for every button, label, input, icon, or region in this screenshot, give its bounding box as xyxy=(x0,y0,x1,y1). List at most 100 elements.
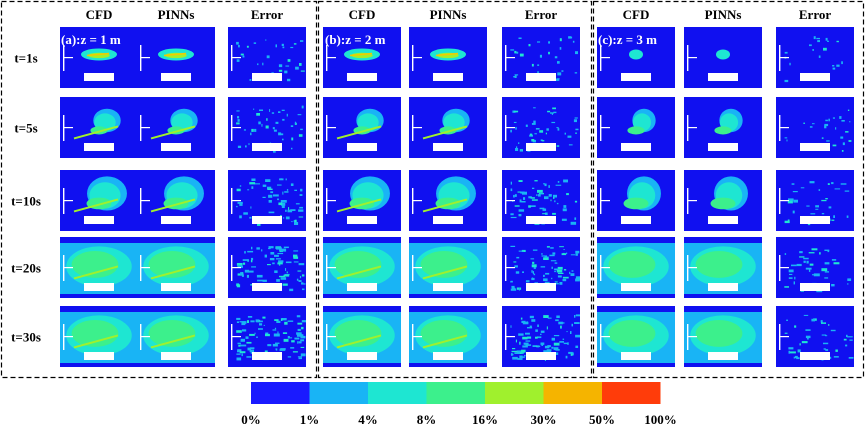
error-speck xyxy=(788,277,793,279)
error-speck xyxy=(296,334,302,337)
error-speck xyxy=(237,265,243,268)
error-speck xyxy=(249,333,255,336)
error-speck xyxy=(552,212,556,215)
error-speck xyxy=(512,110,516,113)
error-speck xyxy=(847,283,849,285)
plume-mid xyxy=(629,49,643,60)
error-speck xyxy=(529,134,533,137)
error-speck xyxy=(259,109,263,111)
error-speck xyxy=(551,121,556,124)
error-speck xyxy=(293,256,299,259)
column-header-error: Error xyxy=(251,7,283,22)
error-speck xyxy=(262,316,266,319)
plume-core xyxy=(148,251,196,278)
error-speck xyxy=(247,316,253,318)
jet-line xyxy=(86,52,110,57)
panel-label-a: (a):z = 1 m xyxy=(61,32,121,47)
error-speck xyxy=(284,273,290,276)
error-speck xyxy=(841,150,844,152)
error-speck xyxy=(253,42,257,44)
error-speck xyxy=(823,348,826,350)
error-speck xyxy=(542,213,547,215)
colorbar-segment xyxy=(251,382,310,404)
error-speck xyxy=(831,182,834,185)
error-speck xyxy=(515,339,517,343)
obstacle-block xyxy=(708,352,738,360)
error-speck xyxy=(816,37,820,40)
error-speck xyxy=(784,137,788,139)
error-speck xyxy=(514,352,520,354)
error-speck xyxy=(555,319,559,322)
error-speck xyxy=(815,205,819,208)
jet-line xyxy=(163,52,187,57)
error-speck xyxy=(800,187,805,189)
error-speck xyxy=(510,281,513,283)
error-speck xyxy=(557,266,563,270)
wall-line xyxy=(505,267,515,269)
error-speck xyxy=(528,44,531,47)
error-speck xyxy=(246,45,249,48)
error-speck xyxy=(575,345,579,348)
error-speck xyxy=(849,121,851,123)
error-speck xyxy=(519,341,521,345)
obstacle-block xyxy=(800,73,830,81)
error-speck xyxy=(267,344,272,347)
error-speck xyxy=(806,205,810,207)
jet-line xyxy=(349,52,373,57)
error-speck xyxy=(845,344,848,347)
wall-line xyxy=(231,57,241,59)
error-speck xyxy=(562,208,567,212)
error-speck xyxy=(282,46,285,49)
error-speck xyxy=(283,246,289,249)
wall-line xyxy=(63,127,73,129)
error-speck xyxy=(239,351,246,354)
error-speck xyxy=(840,136,844,139)
error-speck xyxy=(543,278,548,282)
error-speck xyxy=(245,336,249,339)
error-speck xyxy=(287,209,293,213)
error-speck xyxy=(293,261,299,263)
error-speck xyxy=(280,133,284,136)
obstacle-block xyxy=(526,216,556,224)
error-speck xyxy=(825,349,829,351)
error-speck xyxy=(570,221,577,225)
error-speck xyxy=(537,324,539,327)
error-speck xyxy=(825,335,828,337)
error-speck xyxy=(249,347,255,350)
error-speck xyxy=(828,206,832,209)
error-speck xyxy=(261,249,263,252)
row-label: t=5s xyxy=(14,121,37,136)
error-speck xyxy=(539,193,544,195)
error-speck xyxy=(242,259,249,261)
error-speck xyxy=(512,356,518,360)
error-speck xyxy=(284,70,288,74)
error-speck xyxy=(513,194,515,198)
error-speck xyxy=(283,274,290,277)
error-speck xyxy=(557,275,562,278)
wall-line xyxy=(326,267,336,269)
colorbar-tick-label: 4% xyxy=(358,412,378,427)
wall-line xyxy=(412,200,422,202)
error-speck xyxy=(287,336,290,339)
error-speck xyxy=(236,263,243,266)
error-speck xyxy=(275,348,277,350)
colorbar-tick-label: 30% xyxy=(531,412,557,427)
error-speck xyxy=(556,269,563,273)
error-speck xyxy=(547,110,551,113)
error-speck xyxy=(555,349,560,351)
error-speck xyxy=(510,181,512,185)
error-speck xyxy=(280,215,282,217)
error-speck xyxy=(269,109,271,112)
error-speck xyxy=(258,328,263,330)
error-speck xyxy=(540,342,545,345)
map-b-error-row3 xyxy=(502,170,580,231)
error-speck xyxy=(575,253,578,256)
map-b-pinns-row4 xyxy=(409,237,487,298)
plume-mid xyxy=(716,49,730,60)
error-speck xyxy=(240,338,245,342)
error-speck xyxy=(257,63,259,66)
error-speck xyxy=(276,247,282,250)
error-speck xyxy=(575,128,579,131)
error-speck xyxy=(294,337,300,340)
